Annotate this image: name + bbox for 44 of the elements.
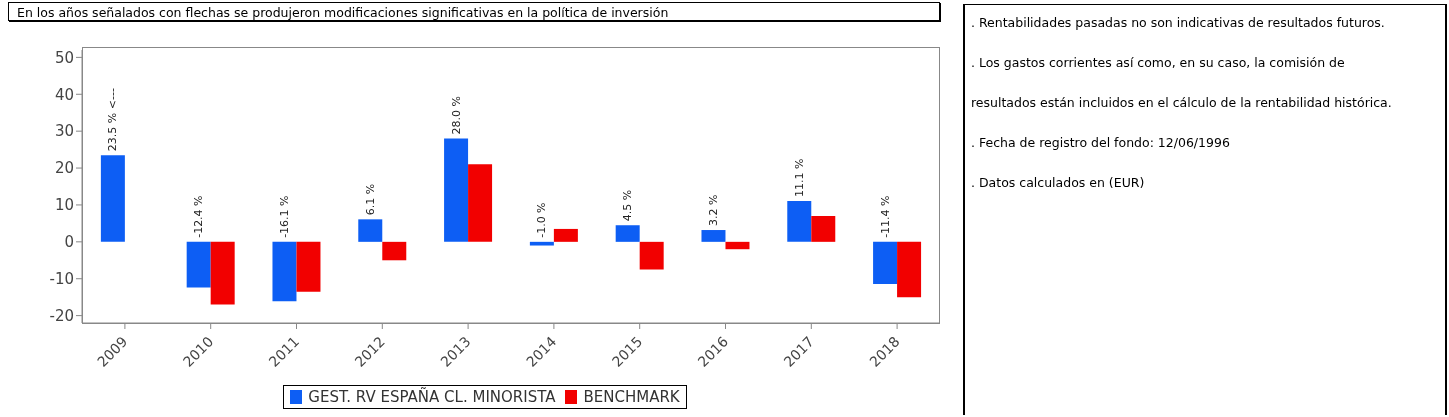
bar <box>444 138 469 242</box>
bar <box>296 241 321 292</box>
data-label: 4.5 % <box>621 189 635 222</box>
y-tick-label: 40 <box>54 85 74 104</box>
data-label: 11.1 % <box>792 158 806 197</box>
data-label: -16.1 % <box>277 195 291 238</box>
y-tick-label: -10 <box>49 270 74 289</box>
text: . Datos calculados en (EUR) <box>971 174 1146 192</box>
bar <box>100 155 125 242</box>
y-tick-label: 30 <box>54 122 74 141</box>
data-label: -11.4 % <box>878 195 892 238</box>
bar <box>382 241 407 261</box>
y-tick-label: 10 <box>54 196 74 215</box>
text: . Fecha de registro del fondo: 12/06/1996 <box>971 134 1231 152</box>
bar <box>787 200 812 242</box>
chart-title: En los años señalados con flechas se produjeron modificaciones significativas en la política de inversión <box>8 2 940 21</box>
bar <box>272 241 297 302</box>
text: . Rentabilidades pasadas no son indicativas de resultados futuros. <box>971 14 1386 32</box>
bar <box>615 225 640 242</box>
y-tick-label: 50 <box>54 48 74 67</box>
y-tick-label: 20 <box>54 159 74 178</box>
y-tick-label: 0 <box>64 233 74 252</box>
bar <box>210 241 235 305</box>
bar <box>725 241 750 250</box>
y-tick-label: -20 <box>49 306 74 325</box>
data-label: 28.0 % <box>449 96 463 135</box>
bar <box>873 241 898 284</box>
bar <box>639 241 664 270</box>
data-label: 23.5 % <--- <box>106 88 120 152</box>
data-label: -12.4 % <box>192 195 206 238</box>
bar <box>897 241 922 298</box>
data-label: 6.1 % <box>363 183 377 216</box>
bar <box>529 241 554 246</box>
data-label: -1.0 % <box>535 202 549 238</box>
bar <box>553 228 578 242</box>
text: . Los gastos corrientes así como, en su caso, la comisión de resultados están incluidos en el cálculo de la rentabilidad histórica. <box>971 55 1392 110</box>
bar <box>358 219 383 242</box>
bar <box>701 230 726 242</box>
bar <box>468 164 493 242</box>
legend-label: GEST. RV ESPAÑA CL. MINORISTA <box>308 388 556 406</box>
legend-label: BENCHMARK <box>583 388 680 406</box>
data-label: 3.2 % <box>706 194 720 227</box>
bar <box>186 241 211 288</box>
bar <box>811 216 836 242</box>
